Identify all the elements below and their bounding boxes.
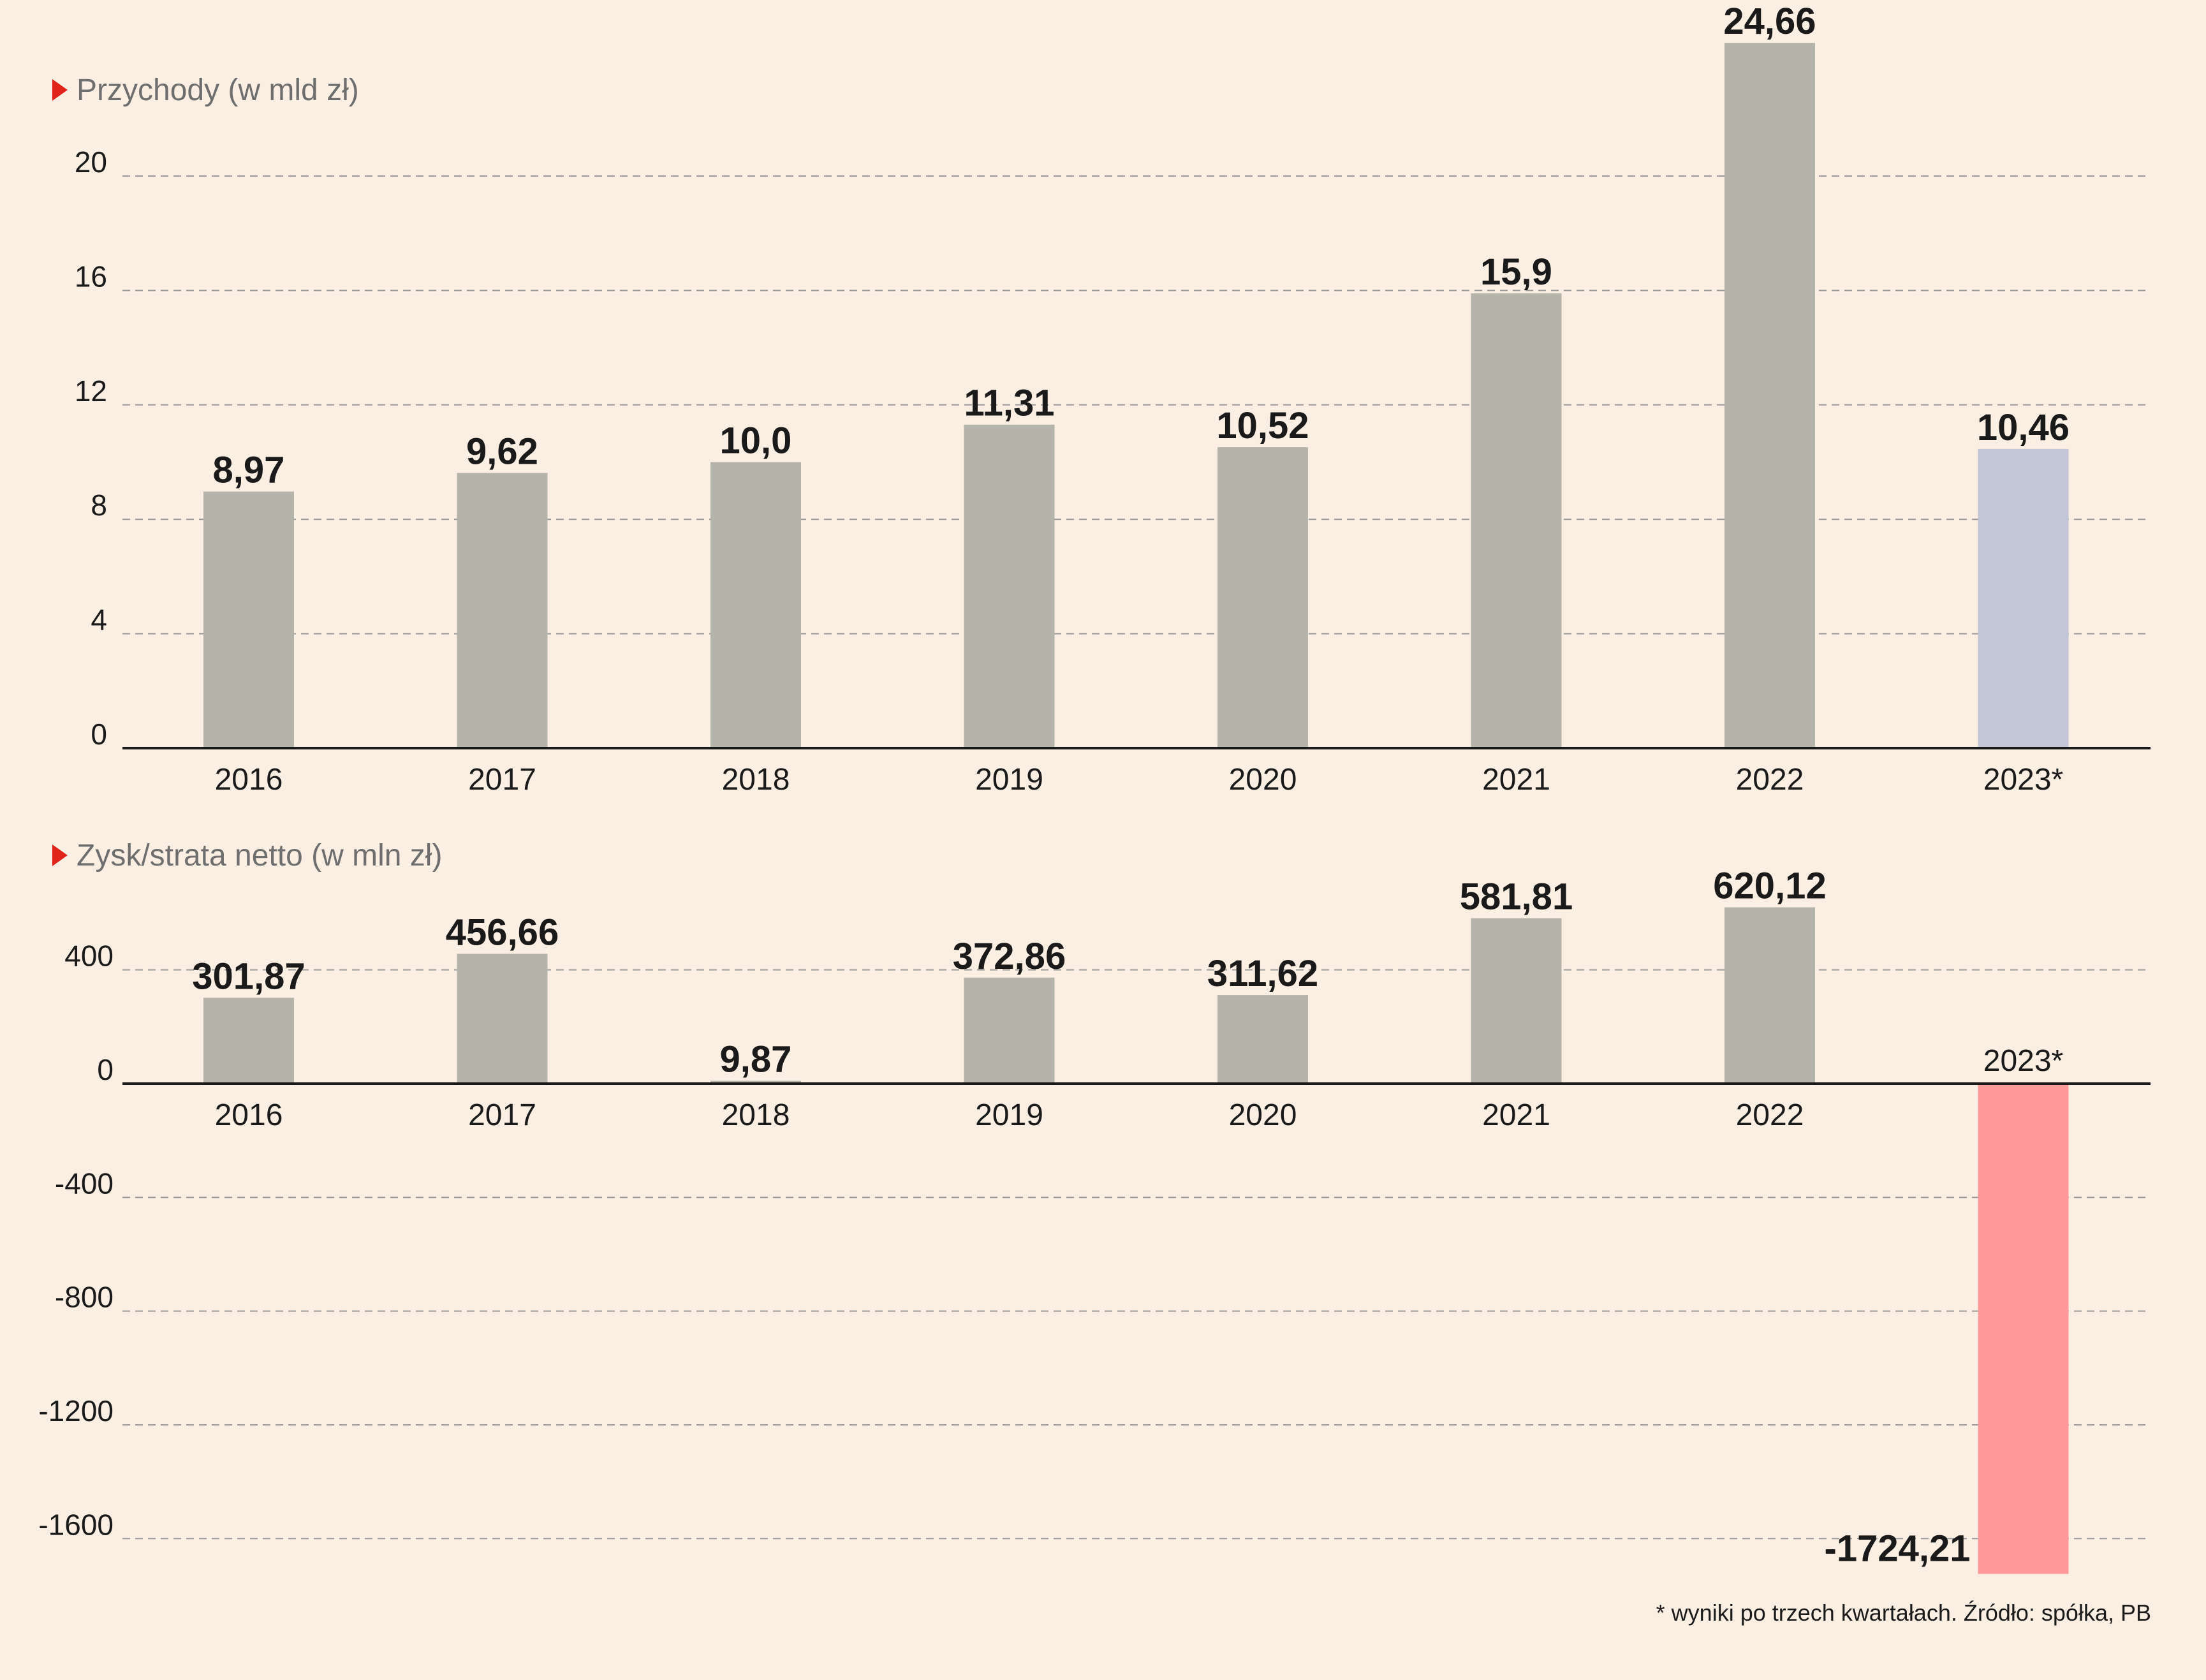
chart2-value-label: 311,62 <box>1207 953 1318 994</box>
chart1-category-label: 2021 <box>1482 763 1550 797</box>
chart1-bar <box>1471 293 1562 748</box>
chart1-bar <box>964 424 1055 748</box>
chart2-value-label: 620,12 <box>1713 866 1826 907</box>
chart1-category-label: 2022 <box>1736 763 1804 797</box>
chart2-category-label: 2023* <box>1983 1044 2063 1078</box>
chart2-bar <box>964 977 1055 1084</box>
chart2-ytick-label: -1200 <box>38 1394 114 1427</box>
chart2-bar <box>203 998 294 1084</box>
chart2-category-label: 2021 <box>1482 1098 1550 1132</box>
chart2-title-marker-icon <box>52 844 68 866</box>
chart1-ytick-label: 8 <box>91 489 107 522</box>
chart2-bar <box>457 954 548 1084</box>
chart2-category-label: 2016 <box>215 1098 283 1132</box>
chart2-category-label: 2017 <box>468 1098 536 1132</box>
chart2-category-label: 2020 <box>1229 1098 1297 1132</box>
chart2-bar <box>1724 907 1815 1084</box>
chart1-category-label: 2016 <box>215 763 283 797</box>
chart1-category-label: 2019 <box>975 763 1043 797</box>
chart1-value-label: 11,31 <box>964 383 1055 424</box>
chart2-category-label: 2018 <box>722 1098 790 1132</box>
chart2-value-label: 581,81 <box>1460 876 1573 918</box>
chart1-ytick-label: 0 <box>91 718 107 751</box>
chart2-bar <box>1471 918 1562 1084</box>
chart1-category-label: 2018 <box>722 763 790 797</box>
chart1-category-label: 2023* <box>1983 763 2063 797</box>
chart1-ytick-label: 20 <box>75 145 107 179</box>
chart1-value-label: 24,66 <box>1723 1 1816 42</box>
chart2-category-label: 2019 <box>975 1098 1043 1132</box>
chart1-value-label: 9,62 <box>466 431 538 473</box>
chart2-value-label: 372,86 <box>953 936 1066 977</box>
chart1-value-label: 10,46 <box>1977 407 2070 448</box>
chart2-category-label: 2022 <box>1736 1098 1804 1132</box>
chart2-ytick-label: -1600 <box>38 1508 114 1541</box>
chart1-value-label: 10,0 <box>720 420 792 462</box>
chart1-bar <box>457 473 548 748</box>
chart1-bar <box>1978 448 2069 748</box>
chart1-title: Przychody (w mld zł) <box>77 73 359 107</box>
chart1-bar <box>710 462 801 748</box>
chart2-ytick-label: -800 <box>55 1281 114 1314</box>
chart2-value-label: -1724,21 <box>1825 1528 1971 1570</box>
chart2-bar <box>1217 995 1308 1084</box>
chart2-ytick-label: 0 <box>97 1053 114 1086</box>
chart1-ytick-label: 16 <box>75 260 107 293</box>
chart1-title-marker-icon <box>52 79 68 101</box>
chart1-bar <box>1724 42 1815 748</box>
chart1-category-label: 2017 <box>468 763 536 797</box>
footnote: * wyniki po trzech kwartałach. Źródło: s… <box>1656 1600 2151 1626</box>
chart2-bar <box>710 1080 801 1084</box>
chart1-bar <box>203 491 294 748</box>
chart2-ytick-label: 400 <box>64 939 114 973</box>
chart1-value-label: 15,9 <box>1480 251 1552 293</box>
chart1-bar <box>1217 447 1308 748</box>
chart1-ytick-label: 12 <box>75 374 107 408</box>
chart1-ytick-label: 4 <box>91 603 107 637</box>
chart1-value-label: 8,97 <box>213 450 285 491</box>
chart1-category-label: 2020 <box>1229 763 1297 797</box>
chart2-value-label: 9,87 <box>720 1039 792 1080</box>
chart2-value-label: 301,87 <box>192 955 305 997</box>
chart2-ytick-label: -400 <box>55 1167 114 1200</box>
chart2-value-label: 456,66 <box>446 911 559 953</box>
chart2-title: Zysk/strata netto (w mln zł) <box>77 839 442 873</box>
chart2-bar <box>1978 1084 2069 1574</box>
chart1-value-label: 10,52 <box>1216 405 1309 446</box>
